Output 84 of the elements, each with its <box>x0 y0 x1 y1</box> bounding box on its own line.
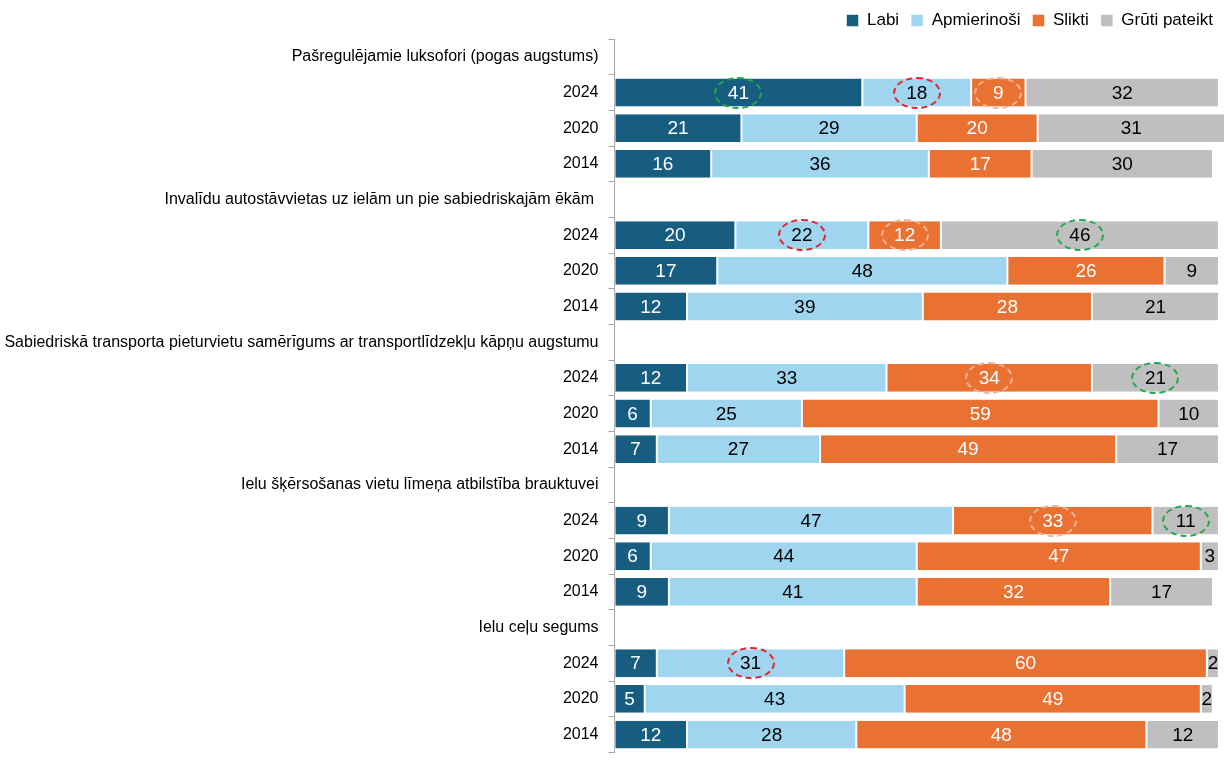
y-tick-label: 2014 <box>562 724 599 742</box>
y-tick-label: 2024 <box>562 368 599 386</box>
data-label: 12 <box>640 723 662 745</box>
data-label: 33 <box>776 367 798 389</box>
data-label: 20 <box>664 224 686 246</box>
data-label: 12 <box>1172 723 1194 745</box>
legend-label: Apmierinoši <box>931 10 1021 30</box>
data-label: 31 <box>739 652 762 674</box>
data-label: 41 <box>782 581 804 603</box>
data-label: 12 <box>640 295 662 317</box>
data-label: 31 <box>1120 117 1142 139</box>
data-label: 30 <box>1111 153 1133 175</box>
y-tick-label: 2024 <box>562 82 599 100</box>
legend-label: Slikti <box>1052 10 1089 30</box>
data-label: 9 <box>636 509 647 531</box>
data-label: 7 <box>630 652 641 674</box>
data-label: 34 <box>978 367 1001 389</box>
y-tick-label: 2024 <box>562 653 599 671</box>
data-label: 2 <box>1201 688 1213 710</box>
data-label: 3 <box>1204 545 1216 567</box>
data-label: 49 <box>957 438 979 460</box>
y-tick-label: 2020 <box>562 261 599 279</box>
y-tick-label: Sabiedriskā transporta pieturvietu samērīgums ar transportlīdzekļu kāpņu augstumu <box>4 332 599 350</box>
y-tick-label: 2020 <box>562 118 599 136</box>
data-label: 9 <box>993 81 1004 103</box>
data-label: 9 <box>636 581 647 603</box>
data-label: 17 <box>969 153 991 175</box>
data-label: 32 <box>1111 81 1133 103</box>
data-label: 18 <box>906 81 928 103</box>
data-label: 5 <box>624 688 635 710</box>
y-tick-label: Pašregulējamie luksofori (pogas augstums) <box>291 47 599 65</box>
y-tick-label: Ielu ceļu segums <box>478 617 599 635</box>
data-label: 22 <box>791 224 813 246</box>
data-label: 12 <box>894 224 916 246</box>
y-tick-label: 2014 <box>562 154 599 172</box>
y-tick-label: 2024 <box>562 225 599 243</box>
data-label: 12 <box>640 367 662 389</box>
y-tick-label: 2020 <box>562 689 599 707</box>
data-label: 60 <box>1014 652 1037 674</box>
data-label: 48 <box>990 723 1012 745</box>
data-label: 43 <box>764 688 786 710</box>
data-label: 46 <box>1069 224 1091 246</box>
y-tick-label: 2024 <box>562 510 599 528</box>
data-label: 17 <box>655 260 677 282</box>
data-label: 11 <box>1175 509 1196 531</box>
data-label: 49 <box>1042 688 1064 710</box>
data-label: 20 <box>966 117 988 139</box>
data-label: 44 <box>773 545 795 567</box>
y-tick-label: Invalīdu autostāvvietas uz ielām un pie sabiedriskajām ēkām <box>164 189 599 207</box>
data-label: 47 <box>1048 545 1070 567</box>
y-tick-label: 2014 <box>562 439 599 457</box>
data-label: 6 <box>627 545 638 567</box>
data-label: 9 <box>1186 260 1198 282</box>
data-label: 21 <box>1144 295 1167 317</box>
data-label: 41 <box>727 81 749 103</box>
y-tick-label: 2014 <box>562 296 599 314</box>
data-label: 48 <box>851 260 873 282</box>
data-label: 16 <box>652 153 674 175</box>
data-label: 29 <box>818 117 840 139</box>
y-tick-label: 2020 <box>562 403 599 421</box>
data-label: 10 <box>1178 402 1200 424</box>
legend-label: Labi <box>867 10 900 30</box>
data-label: 36 <box>809 153 831 175</box>
y-tick-label: Ielu šķērsošanas vietu līmeņa atbilstība brauktuvei <box>240 475 599 493</box>
data-label: 7 <box>630 438 641 460</box>
data-label: 33 <box>1042 509 1064 531</box>
y-tick-label: 2014 <box>562 582 599 600</box>
data-label: 27 <box>727 438 749 460</box>
data-label: 39 <box>794 295 816 317</box>
data-label: 17 <box>1157 438 1179 460</box>
data-label: 21 <box>667 117 689 139</box>
data-label: 2 <box>1207 652 1219 674</box>
data-label: 59 <box>969 402 991 424</box>
data-label: 26 <box>1075 260 1097 282</box>
data-label: 28 <box>996 295 1018 317</box>
data-label: 6 <box>627 402 638 424</box>
data-label: 47 <box>800 509 822 531</box>
y-tick-label: 2020 <box>562 546 599 564</box>
data-label: 21 <box>1144 367 1167 389</box>
data-label: 17 <box>1150 581 1173 603</box>
data-label: 25 <box>715 402 737 424</box>
data-label: 28 <box>761 723 783 745</box>
legend-label: Grūti pateikt <box>1121 10 1214 30</box>
data-label: 32 <box>1002 581 1025 603</box>
